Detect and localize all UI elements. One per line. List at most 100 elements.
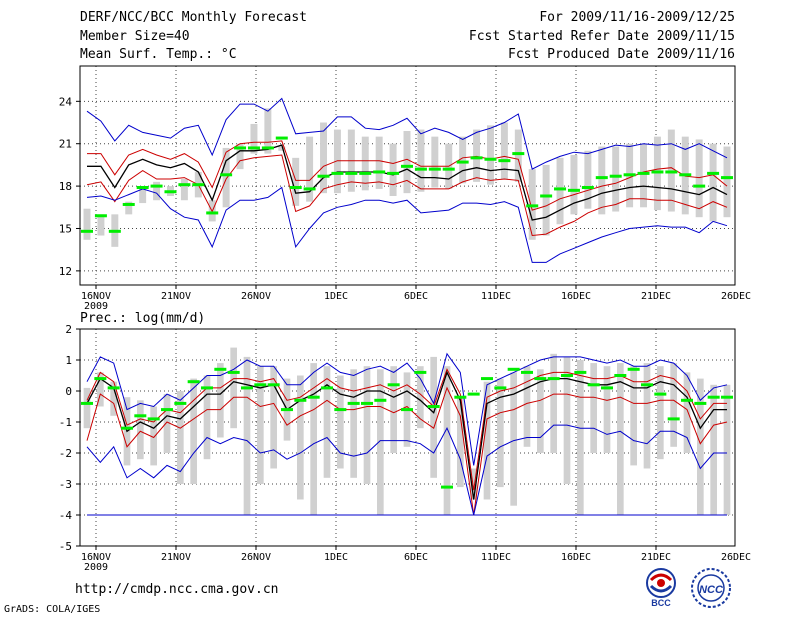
observed-marker <box>581 186 594 190</box>
ncc-logo: NCC <box>691 568 731 608</box>
y-tick-label: 12 <box>59 265 72 278</box>
spread-box <box>683 372 691 453</box>
observed-marker <box>587 383 600 387</box>
observed-marker <box>707 395 720 399</box>
y-tick-label: -4 <box>59 509 73 522</box>
observed-marker <box>665 170 678 174</box>
observed-marker <box>401 164 413 168</box>
observed-marker <box>667 417 680 421</box>
spread-box <box>264 108 272 154</box>
spread-box <box>163 394 171 453</box>
spread-box <box>217 363 224 438</box>
spread-box <box>542 164 550 236</box>
x-tick-6dec: 6DEC <box>404 552 428 563</box>
spread-box <box>97 214 105 236</box>
source-url[interactable]: http://cmdp.ncc.cma.gov.cn <box>75 582 279 597</box>
series-line-min <box>86 186 728 263</box>
observed-marker <box>254 383 267 387</box>
spread-box <box>306 136 314 202</box>
observed-marker <box>331 171 344 175</box>
observed-marker <box>401 408 413 412</box>
spread-box <box>125 201 133 215</box>
observed-marker <box>303 187 316 191</box>
observed-marker <box>347 401 360 405</box>
observed-marker <box>427 405 440 408</box>
spread-box <box>203 375 211 460</box>
observed-marker <box>694 401 707 405</box>
observed-marker <box>441 485 453 489</box>
x-year-label: 2009 <box>84 562 108 573</box>
spread-box <box>584 150 592 209</box>
spread-box <box>323 366 331 478</box>
observed-marker <box>414 370 427 374</box>
observed-marker <box>81 401 93 405</box>
spread-box <box>640 143 647 208</box>
observed-marker <box>623 173 636 177</box>
observed-marker <box>134 414 147 418</box>
series-line-mean <box>86 370 727 500</box>
spread-box <box>150 406 157 466</box>
spread-box <box>257 366 264 484</box>
series-line-upper <box>87 140 728 211</box>
observed-marker <box>201 386 213 390</box>
spread-box <box>137 400 144 460</box>
spread-box <box>390 366 397 453</box>
observed-marker <box>387 383 400 387</box>
spread-box <box>709 143 717 222</box>
spread-box <box>430 356 437 478</box>
x-tick-16dec: 16DEC <box>561 552 591 563</box>
spread-box <box>459 136 467 184</box>
observed-marker <box>289 186 302 190</box>
y-tick-label: -5 <box>59 540 72 553</box>
x-tick-11dec: 11DEC <box>481 552 511 563</box>
spread-box <box>363 366 371 484</box>
spread-box <box>350 369 357 478</box>
spread-box <box>278 146 286 151</box>
series-line-lower <box>86 386 728 516</box>
observed-marker <box>574 370 587 374</box>
precipitation-panel: -5 -4 -3 -2 -1 0 1 2 16NOV 21NOV 26NOV 1DEC 6DEC 11DE… <box>59 311 751 573</box>
spread-box <box>83 387 91 429</box>
plot-frame <box>79 328 736 547</box>
observed-marker <box>641 383 653 387</box>
observed-marker <box>540 194 553 198</box>
observed-marker <box>595 176 608 180</box>
spread-box <box>523 366 531 447</box>
spread-box <box>457 397 464 488</box>
spread-box <box>310 363 317 515</box>
series-line-max <box>86 97 728 170</box>
spread-box <box>222 147 230 208</box>
y-tick-label: -1 <box>59 416 72 429</box>
spread-box <box>500 122 508 180</box>
observed-marker <box>484 157 497 161</box>
spread-box <box>514 129 522 182</box>
spread-box <box>695 139 703 218</box>
observed-marker <box>214 367 227 371</box>
y-tick-label: 2 <box>65 323 72 336</box>
spread-box <box>510 372 517 506</box>
y-tick-label: 24 <box>59 95 73 108</box>
observed-marker <box>721 176 733 180</box>
spread-box <box>603 366 611 453</box>
spread-box <box>537 369 544 453</box>
temperature-panel: 12 15 18 21 24 16NOV 21NOV 26NOV 1DEC 6DEC 11DEC 16… <box>59 65 751 312</box>
observed-marker <box>121 426 133 430</box>
spread-box <box>83 208 91 240</box>
y-tick-label: -3 <box>59 478 72 491</box>
observed-marker <box>321 386 333 390</box>
x-tick-6dec: 6DEC <box>404 291 428 302</box>
spread-box <box>190 378 197 484</box>
observed-marker <box>108 229 121 233</box>
spread-box <box>230 347 237 429</box>
x-tick-26nov: 26NOV <box>241 552 271 563</box>
x-tick-16dec: 16DEC <box>561 291 591 302</box>
spread-box <box>243 356 251 515</box>
observed-marker <box>456 160 469 164</box>
observed-marker <box>721 395 733 399</box>
spread-box <box>443 366 451 515</box>
spread-box <box>110 381 117 416</box>
spread-box <box>563 356 571 484</box>
spread-box <box>710 384 717 515</box>
observed-marker <box>147 417 160 421</box>
